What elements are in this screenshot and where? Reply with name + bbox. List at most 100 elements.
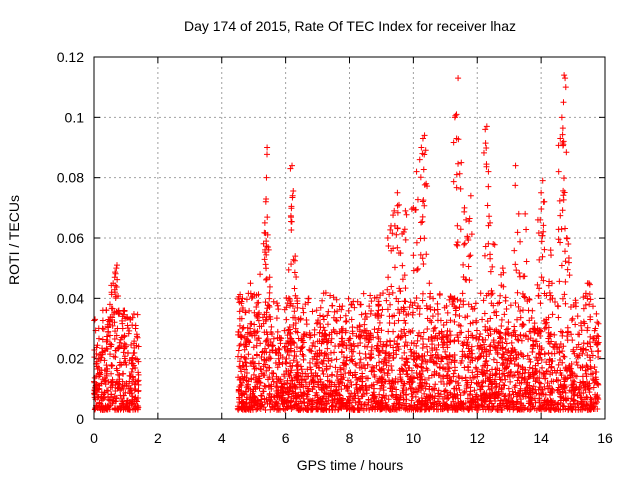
data-point [100, 395, 107, 402]
data-point [239, 362, 246, 369]
data-point [328, 329, 335, 336]
data-point [401, 349, 408, 356]
data-point [134, 334, 141, 341]
data-point-peak [261, 219, 268, 226]
data-point [478, 402, 485, 409]
data-point [274, 328, 281, 335]
data-point [403, 355, 410, 362]
data-point [474, 380, 481, 387]
data-point [483, 292, 490, 299]
data-point [443, 339, 450, 346]
data-point [288, 205, 295, 212]
data-point [266, 289, 273, 296]
data-point-peak [560, 99, 567, 106]
data-point [461, 241, 468, 248]
data-point [483, 163, 490, 170]
data-point [569, 315, 576, 322]
data-point [489, 263, 496, 270]
plot-frame [93, 56, 606, 420]
data-point [461, 208, 468, 215]
data-point [358, 393, 365, 400]
data-point [594, 319, 601, 326]
data-point [379, 378, 386, 385]
data-point-peak [119, 325, 126, 332]
data-point [121, 333, 128, 340]
data-point [399, 276, 406, 283]
data-point [424, 399, 431, 406]
data-point [348, 342, 355, 349]
data-point [481, 341, 488, 348]
data-point [397, 376, 404, 383]
data-point [582, 405, 589, 412]
data-point [372, 312, 379, 319]
data-point [338, 349, 345, 356]
data-point [555, 361, 562, 368]
data-point [253, 365, 260, 372]
data-point [108, 362, 115, 369]
data-point [517, 396, 524, 403]
data-point [286, 339, 293, 346]
data-point [397, 288, 404, 295]
data-point [378, 327, 385, 334]
data-point [114, 345, 121, 352]
data-point [578, 394, 585, 401]
data-point [248, 294, 255, 301]
data-point [517, 307, 524, 314]
data-point [377, 406, 384, 413]
data-point [472, 355, 479, 362]
data-point [564, 337, 571, 344]
data-point [527, 373, 534, 380]
data-point [345, 307, 352, 314]
data-point [562, 374, 569, 381]
data-point [433, 406, 440, 413]
data-point [241, 346, 248, 353]
data-point [265, 382, 272, 389]
data-point [351, 304, 358, 311]
grid-lines [94, 57, 605, 419]
data-point [412, 404, 419, 411]
data-point [487, 268, 494, 275]
data-point [95, 325, 102, 332]
data-point [130, 350, 137, 357]
data-point [377, 385, 384, 392]
data-point [375, 315, 382, 322]
data-point [423, 343, 430, 350]
data-point [402, 320, 409, 327]
data-point [464, 341, 471, 348]
data-point [378, 380, 385, 387]
data-point [508, 368, 515, 375]
data-point [292, 320, 299, 327]
data-point [383, 297, 390, 304]
data-point [567, 304, 574, 311]
data-point [243, 369, 250, 376]
data-point [459, 348, 466, 355]
data-point [455, 373, 462, 380]
data-point [586, 301, 593, 308]
data-point [130, 311, 137, 318]
data-point [121, 308, 128, 315]
data-point [258, 323, 265, 330]
data-point [319, 387, 326, 394]
data-point [316, 338, 323, 345]
data-point [363, 375, 370, 382]
data-point [573, 359, 580, 366]
data-point-peak [565, 241, 572, 248]
data-point [532, 378, 539, 385]
data-point [526, 382, 533, 389]
data-point [545, 335, 552, 342]
data-point [561, 403, 568, 410]
data-point [501, 351, 508, 358]
data-point [467, 359, 474, 366]
data-point [455, 338, 462, 345]
data-point [546, 382, 553, 389]
data-point [315, 317, 322, 324]
data-point [504, 363, 511, 370]
data-point [561, 248, 568, 255]
data-point [431, 371, 438, 378]
data-point [433, 354, 440, 361]
data-point [311, 326, 318, 333]
data-point [236, 342, 243, 349]
data-point [271, 394, 278, 401]
data-point [452, 112, 459, 119]
data-point [121, 353, 128, 360]
